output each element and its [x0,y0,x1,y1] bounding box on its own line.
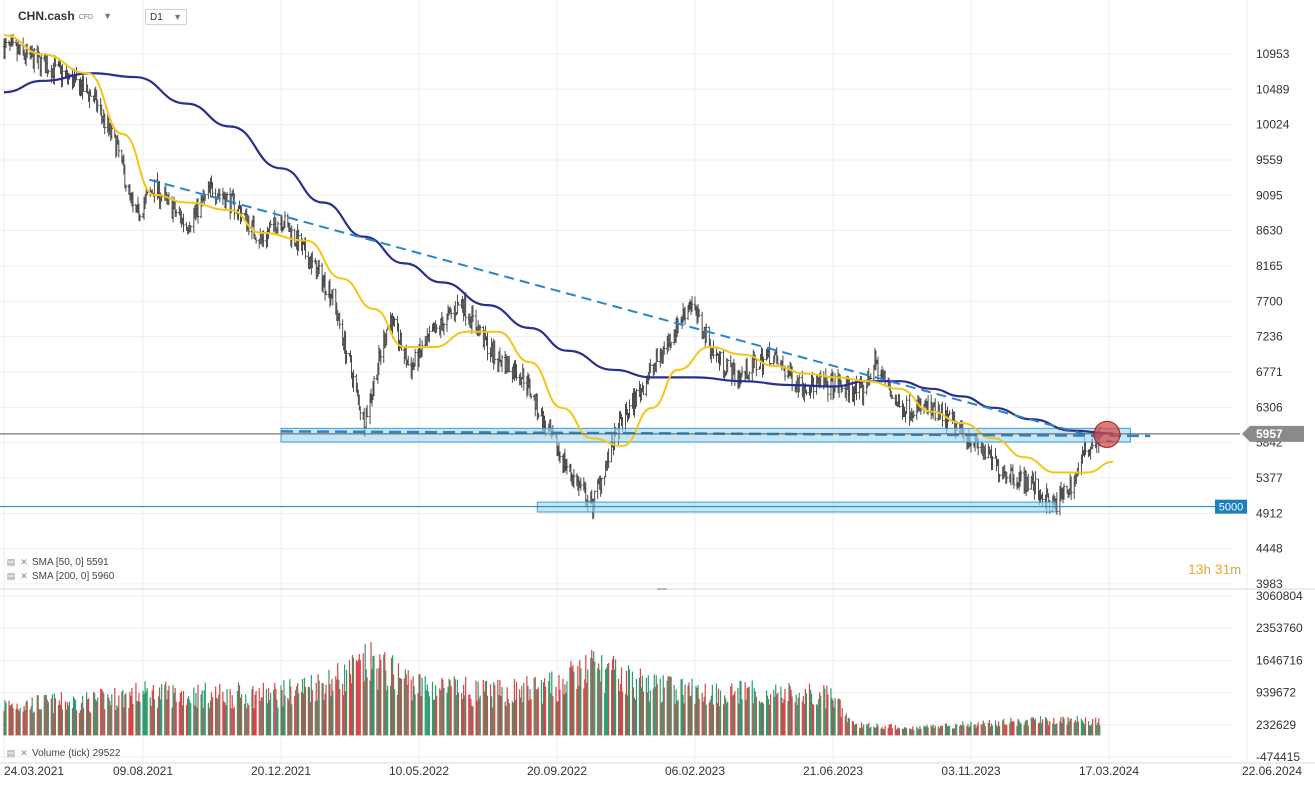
timeframe-label: D1 [150,11,163,23]
settings-icon[interactable]: ▤ [6,557,16,567]
y-tick-label: 10489 [1256,82,1290,96]
y-tick-label: 5377 [1256,471,1283,485]
x-tick-label: 22.06.2024 [1242,764,1302,778]
settings-icon[interactable]: ▤ [6,571,16,581]
trendline-upper [148,178,1114,443]
timeframe-selector[interactable]: D1 ▼ [145,9,187,25]
legend-sma50-label: SMA [50, 0] 5591 [32,557,109,568]
x-tick-label: 20.12.2021 [251,764,311,778]
legend-sma200-label: SMA [200, 0] 5960 [32,571,115,582]
legend-sma200: ▤ ✕ SMA [200, 0] 5960 [6,571,115,582]
y-tick-label: 8165 [1256,259,1283,273]
level-label: 5000 [1219,502,1243,514]
x-tick-label: 03.11.2023 [941,764,1000,778]
close-icon[interactable]: ✕ [20,557,28,567]
current-price-label: 5957 [1256,427,1283,441]
x-tick-label: 06.02.2023 [665,764,725,778]
symbol-type: CFD [78,13,94,21]
volume-tick-label: 3060804 [1256,589,1303,603]
legend-volume: ▤ ✕ Volume (tick) 29522 [6,748,121,759]
x-tick-label: 21.06.2023 [803,764,863,778]
legend-sma50: ▤ ✕ SMA [50, 0] 5591 [6,557,109,568]
chevron-down-icon: ▼ [173,12,182,22]
sma50-line [3,34,1114,474]
timer-minutes-unit: m [1230,562,1242,577]
y-tick-label: 10024 [1256,118,1290,132]
close-icon[interactable]: ✕ [20,748,28,758]
y-tick-label: 4448 [1256,542,1283,556]
volume-tick-label: -474415 [1256,750,1300,764]
legend-volume-label: Volume (tick) 29522 [32,748,121,759]
timer-minutes: 31 [1214,561,1231,577]
y-tick-label: 4912 [1256,506,1283,520]
volume-tick-label: 232629 [1256,718,1296,732]
sma200-line [3,72,1114,435]
current-price-tag [1242,425,1304,442]
x-tick-label: 10.05.2022 [389,764,449,778]
y-tick-label: 8630 [1256,224,1283,238]
volume-tick-label: 2353760 [1256,621,1303,635]
timer-hours: 13 [1188,561,1204,577]
x-tick-label: 24.03.2021 [4,764,64,778]
y-tick-label: 6306 [1256,400,1283,414]
timer-hours-unit: h [1203,562,1211,577]
highlight-circle [1093,420,1121,448]
x-tick-label: 09.08.2021 [113,764,173,778]
y-tick-label: 9559 [1256,153,1283,167]
chevron-down-icon[interactable]: ▼ [103,11,112,21]
level-tag [1215,499,1247,514]
y-tick-label: 3983 [1256,577,1283,591]
settings-icon[interactable]: ▤ [6,748,16,758]
x-tick-label: 20.09.2022 [527,764,587,778]
close-icon[interactable]: ✕ [20,571,28,581]
y-tick-label: 6771 [1256,365,1283,379]
y-tick-label: 7236 [1256,330,1283,344]
symbol-selector[interactable]: CHN.cash CFD ▼ [18,9,112,23]
y-tick-label: 10953 [1256,47,1290,61]
pane-resize-handle[interactable] [657,588,667,590]
candle-timer: 13h 31m [1188,561,1241,577]
x-tick-label: 17.03.2024 [1079,764,1139,778]
volume-tick-label: 1646716 [1256,653,1303,667]
volume-tick-label: 939672 [1256,686,1296,700]
y-tick-label: 9095 [1256,188,1283,202]
symbol-name: CHN.cash [18,9,75,23]
y-tick-label: 7700 [1256,294,1283,308]
